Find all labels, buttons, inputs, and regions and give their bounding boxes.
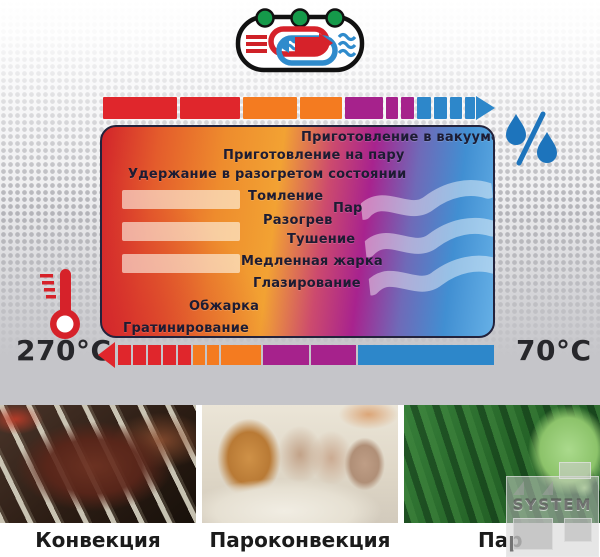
range-bar [122, 222, 240, 241]
mode-label-slow-roasting: Медленная жарка [241, 254, 383, 269]
temperature-gradient-scale-top [103, 96, 513, 120]
cooking-modes-panel: Приготовление в вакууме Приготовление на… [100, 125, 495, 338]
thermometer-icon [40, 269, 80, 339]
mode-label-reheating: Разогрев [263, 213, 333, 228]
steam-waves-icon [358, 180, 493, 296]
mode-label-steam-cooking: Приготовление на пару [223, 148, 405, 163]
temperature-max-label: 270°C [16, 334, 112, 367]
range-bar [122, 190, 240, 209]
heat-lines-icon [246, 35, 267, 53]
caption-combi-steam: Пароконвекция [209, 528, 391, 552]
arrow-right-icon [476, 96, 495, 120]
watermark-logo: SYSTEM [506, 462, 599, 557]
arrow-left-icon [98, 342, 115, 368]
temperature-min-label: 70°C [516, 334, 592, 367]
mode-label-vacuum: Приготовление в вакууме [301, 130, 495, 145]
mode-label-gratinating: Гратинирование [123, 321, 250, 336]
steam-lines-icon [337, 32, 357, 58]
watermark-text: SYSTEM [512, 496, 593, 514]
mode-label-glazing: Глазирование [253, 276, 361, 291]
steam-zone-label: Пар [333, 201, 363, 216]
photo-convection-grilled-meat [0, 405, 196, 523]
background-footer [0, 368, 600, 405]
photo-combi-steam-roast [202, 405, 398, 523]
watermark-triangles [513, 481, 553, 495]
mode-label-simmering: Томление [248, 189, 324, 204]
mode-label-searing: Обжарка [189, 299, 260, 314]
combi-oven-icon [235, 8, 365, 73]
temperature-scale-bottom [98, 342, 496, 368]
humidity-percent-icon [506, 111, 557, 166]
caption-convection: Конвекция [35, 528, 161, 552]
range-bar [122, 254, 240, 273]
mode-label-stewing: Тушение [287, 232, 356, 247]
watermark-tab [559, 462, 591, 479]
mode-label-holding: Удержание в разогретом состоянии [128, 167, 407, 182]
